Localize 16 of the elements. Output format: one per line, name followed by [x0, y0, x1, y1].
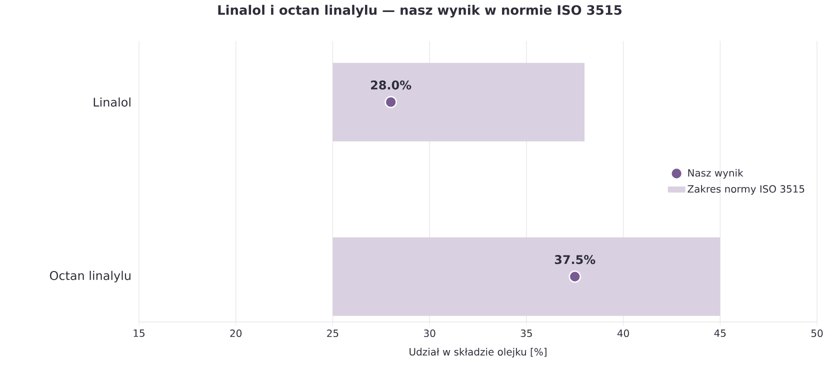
legend-label: Nasz wynik	[688, 168, 744, 179]
x-axis-title: Udział w składzie olejku [%]	[410, 348, 546, 358]
x-tick-label: 20	[230, 329, 242, 338]
data-label: 37.5%	[554, 255, 596, 264]
x-tick-label: 35	[520, 329, 532, 338]
y-tick-label: Octan linalylu	[50, 270, 130, 282]
x-tick-label: 30	[424, 329, 436, 338]
x-tick-label: 50	[811, 329, 823, 338]
y-tick-label: Linalol	[94, 97, 130, 107]
x-tick-label: 45	[714, 330, 726, 337]
data-label: 28.0%	[371, 80, 412, 90]
x-tick-label: 40	[617, 329, 629, 338]
x-tick-label: 15	[134, 330, 144, 337]
x-tick-label: 25	[327, 329, 338, 338]
chart-title: Linalol i octan linalylu — nasz wynik w normie ISO 3515	[218, 4, 622, 18]
legend-label: Zakres normy ISO 3515	[688, 184, 804, 195]
